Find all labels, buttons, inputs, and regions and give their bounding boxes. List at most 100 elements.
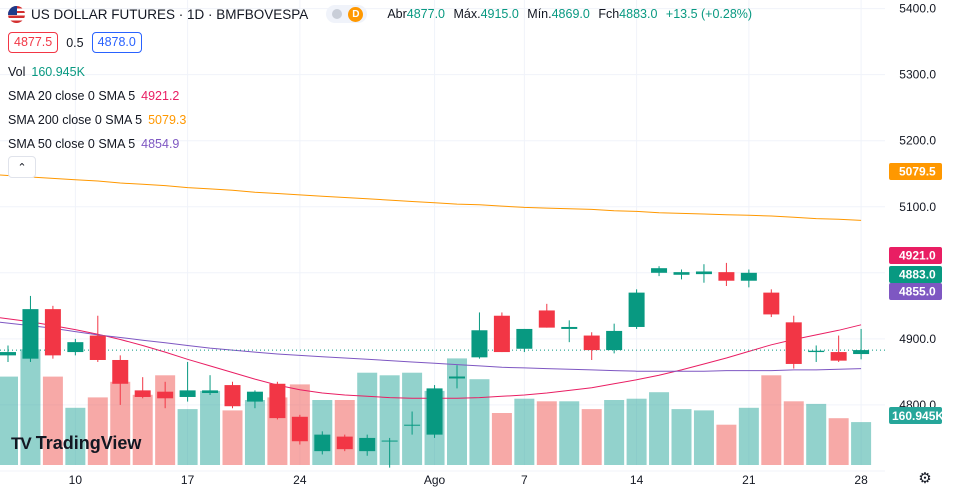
time-tick-label: 7	[521, 473, 528, 487]
indicator-sma20[interactable]: SMA 20 close 0 SMA 5 4921.2	[8, 89, 179, 103]
candle	[336, 434, 353, 452]
price-axis: 4800.04900.05000.05100.05200.05300.05400…	[899, 2, 936, 412]
candle-body	[291, 416, 308, 442]
volume-bar	[447, 358, 467, 465]
eye-icon	[332, 9, 343, 19]
candle	[134, 377, 151, 399]
volume-bar	[761, 375, 782, 465]
time-tick-label: Ago	[424, 473, 446, 487]
candle-body	[381, 440, 398, 442]
candle-body	[785, 322, 802, 364]
axis-price-label: 4883.0	[889, 266, 942, 283]
candle-body	[22, 309, 39, 359]
candle	[22, 295, 39, 362]
candle	[314, 431, 331, 455]
candle	[583, 332, 600, 360]
axis-price-label-text: 4883.0	[899, 268, 936, 282]
candle	[269, 381, 286, 420]
symbol-title[interactable]: US DOLLAR FUTURES · 1D · BMFBOVESPA	[31, 6, 309, 22]
volume-bar	[20, 349, 41, 465]
candle	[493, 312, 510, 353]
volume-bar	[828, 418, 849, 465]
candle	[628, 289, 645, 329]
gear-icon[interactable]: ⚙	[918, 470, 932, 487]
candle-body	[336, 436, 353, 450]
trade-buttons: 4877.5 0.5 4878.0	[8, 32, 142, 53]
buy-price-button[interactable]: 4878.0	[91, 32, 142, 53]
low-label: Mín.	[527, 7, 552, 21]
candle	[157, 381, 174, 409]
volume-bar	[65, 407, 86, 465]
volume-bar	[334, 400, 355, 465]
candle-body	[359, 437, 376, 452]
market-status-badge[interactable]: D	[348, 6, 364, 22]
candle-body	[67, 342, 84, 353]
change-value: +13.5 (+0.28%)	[665, 7, 753, 21]
candle	[718, 262, 735, 287]
candle-body	[561, 326, 578, 329]
candle-body	[651, 268, 668, 273]
time-tick-label: 17	[181, 473, 195, 487]
volume-bar	[42, 376, 63, 465]
candle	[673, 269, 690, 280]
axis-price-label-bg	[889, 163, 942, 180]
candle-body	[830, 352, 847, 361]
volume-bar	[514, 398, 535, 465]
sma200-line	[0, 174, 862, 221]
chevron-up-icon: ⌃	[17, 161, 27, 174]
candle	[471, 312, 488, 359]
candle	[291, 414, 308, 445]
price-tick-label: 5300.0	[899, 68, 936, 82]
candle-body	[404, 424, 421, 426]
indicator-value: 4854.9	[141, 137, 180, 151]
collapse-legend-button[interactable]: ⌃	[8, 156, 36, 178]
close-label: Fch	[598, 7, 620, 21]
candle	[44, 305, 61, 359]
visibility-toggle[interactable]: D	[326, 5, 368, 23]
candle-body	[493, 315, 510, 353]
indicator-volume[interactable]: Vol 160.945K	[8, 65, 85, 79]
candle-body	[449, 376, 465, 379]
axis-price-label-text: 5079.5	[899, 165, 936, 179]
candle-body	[314, 434, 331, 452]
indicator-name: SMA 20 close 0 SMA 5	[8, 89, 136, 103]
candle	[67, 338, 84, 356]
candle	[112, 355, 129, 405]
axis-price-label-bg	[889, 283, 942, 300]
indicator-sma200[interactable]: SMA 200 close 0 SMA 5 5079.3	[8, 113, 186, 127]
ohlc-values: Abr4877.0 Máx.4915.0 Mín.4869.0 Fch4883.…	[387, 7, 757, 21]
chart-grid	[0, 0, 885, 472]
time-tick-label: 28	[854, 473, 868, 487]
us-flag-icon	[8, 5, 25, 23]
axis-price-labels: 5079.5 4921.0 4883.0 4855.0 160.945K	[889, 163, 944, 424]
indicator-sma50[interactable]: SMA 50 close 0 SMA 5 4854.9	[8, 137, 179, 151]
axis-price-label-bg	[889, 247, 942, 264]
candle	[785, 315, 802, 369]
price-tick-label: 5400.0	[899, 2, 936, 16]
volume-bar	[806, 403, 827, 465]
candle-body	[853, 350, 870, 355]
tradingview-logo[interactable]: TV TradingView	[11, 433, 141, 454]
price-tick-label: 4900.0	[899, 332, 936, 346]
brand-name: TradingView	[35, 433, 142, 453]
time-tick-label: 24	[293, 473, 307, 487]
candle	[763, 289, 780, 318]
sell-price-button[interactable]: 4877.5	[8, 32, 59, 53]
candle	[449, 365, 465, 389]
volume-bar	[738, 407, 759, 465]
candle-body	[740, 272, 757, 281]
candle	[853, 328, 870, 360]
volume-bar	[581, 409, 602, 465]
candle	[561, 320, 578, 343]
candle	[740, 269, 757, 288]
volume-bar	[559, 401, 580, 465]
candle-body	[134, 390, 151, 397]
volume-bar	[491, 413, 512, 465]
candle-body	[516, 328, 533, 349]
candle	[359, 434, 376, 456]
indicator-name: SMA 50 close 0 SMA 5	[8, 137, 136, 151]
candle-body	[583, 335, 600, 351]
time-tick-label: 10	[69, 473, 83, 487]
volume-bar	[177, 409, 198, 465]
